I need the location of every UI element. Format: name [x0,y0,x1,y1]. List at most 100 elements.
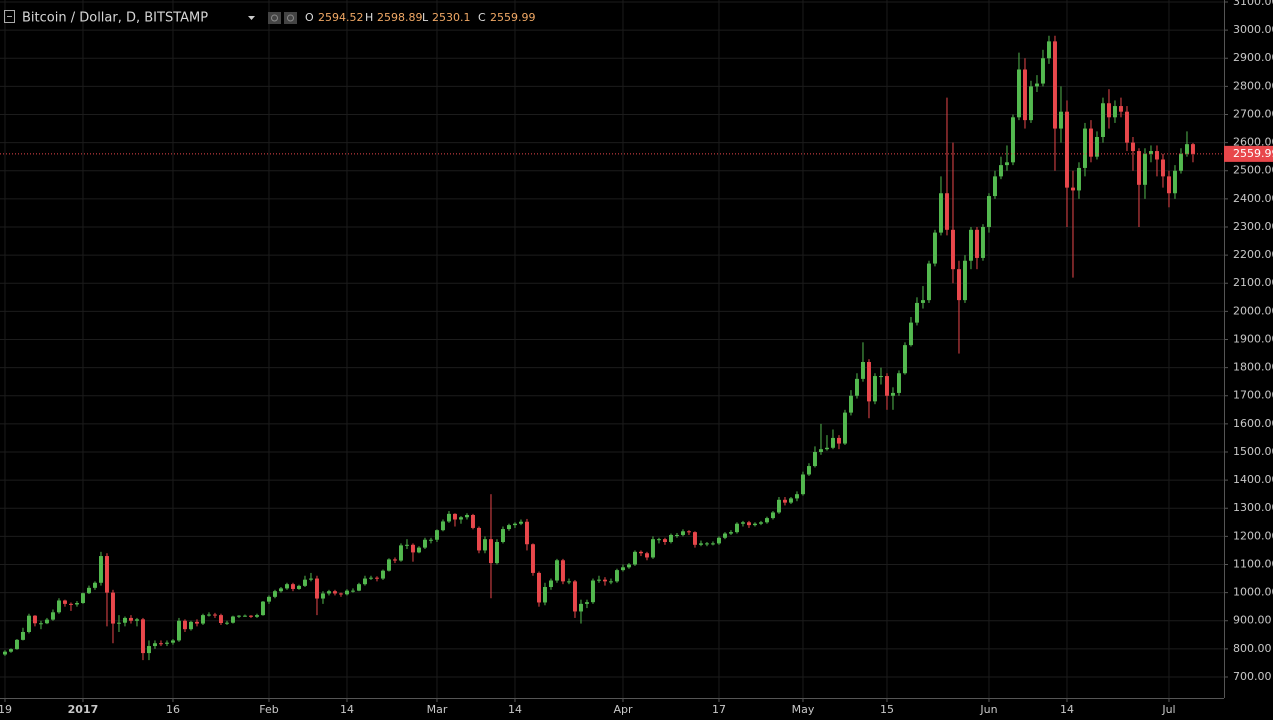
candle-body [363,578,367,585]
candle-body [81,593,85,604]
ohlc-value: 2594.52 [318,11,364,24]
candle-body [777,499,781,513]
candle-body [975,229,979,258]
candle-body [225,622,229,624]
candle-body [477,527,481,551]
candle-body [1047,41,1051,59]
candle-body [129,617,133,621]
candle-body [1149,151,1153,154]
candle-body [561,560,565,582]
candle-body [387,559,391,571]
candle-body [945,193,949,230]
candle-body [219,615,223,623]
y-tick-label: 2300.00 [1233,220,1273,233]
candle-body [543,586,547,603]
candle-body [99,556,103,583]
candle-body [891,392,895,396]
last-price-label: 2559.99 [1233,147,1273,160]
candle-body [327,591,331,594]
candle-body [729,532,733,534]
candle-body [489,539,493,564]
candle-body [873,376,877,402]
candle-body [1143,153,1147,185]
candle-body [825,447,829,450]
candle-body [717,537,721,544]
candle-body [699,543,703,545]
last-price-box [1224,145,1273,162]
candle-body [201,615,205,624]
candle-body [255,615,259,617]
candle-body [675,534,679,536]
candle-body [117,622,121,624]
candle-body [345,590,349,595]
header: Bitcoin / Dollar, D, BITSTAMP O 2594.52 … [4,10,536,26]
candle-body [999,165,1003,177]
candle-body [735,523,739,533]
candle-body [177,620,181,641]
candle-body [759,522,763,524]
candle-body [171,640,175,643]
candle-body [795,494,799,499]
candle-body [441,521,445,531]
candle-body [507,525,511,530]
candle-body [1107,103,1111,118]
candle-body [291,584,295,589]
candle-body [243,615,247,617]
candle-body [771,512,775,519]
candle-body [1023,69,1027,121]
y-tick-label: 2600.00 [1233,136,1273,149]
x-tick-label: Apr [613,703,633,716]
candle-body [141,619,145,654]
candle-body [33,615,37,624]
candle-body [1077,167,1081,191]
candle-body [549,580,553,587]
candle-body [915,302,919,323]
candle-body [1053,41,1057,129]
candle-body [903,345,907,374]
candle-body [1125,111,1129,143]
y-tick-label: 1500.00 [1233,445,1273,458]
candle-body [837,437,841,444]
candle-body [375,577,379,579]
candle-body [93,582,97,588]
candle-body [321,593,325,599]
y-tick-label: 1300.00 [1233,501,1273,514]
symbol-title[interactable]: Bitcoin / Dollar, D, BITSTAMP [22,11,208,26]
candle-body [831,437,835,448]
candle-body [591,580,595,603]
menu-icon[interactable] [4,10,15,23]
dropdown-arrow[interactable] [248,16,255,20]
y-tick-label: 900.00 [1233,614,1272,627]
candle-body [1005,162,1009,166]
candle-body [579,603,583,612]
grid [0,0,1224,698]
candle-body [279,588,283,592]
candle-body [909,322,913,346]
candle-body [789,498,793,503]
candle-body [801,474,805,495]
candles [0,35,1224,661]
candle-body [297,585,301,589]
candle-body [603,579,607,582]
candle-body [861,361,865,379]
candle-body [627,564,631,568]
candle-body [639,551,643,554]
hide-button[interactable] [284,12,297,24]
candle-body [783,499,787,503]
ohlc-label: L [422,11,429,24]
candle-body [189,621,193,630]
x-tick-label: Feb [259,703,278,716]
candle-body [1083,128,1087,168]
ohlc-label: C [478,11,486,24]
candle-body [555,560,559,581]
candle-body [567,581,571,583]
y-tick-label: 2500.00 [1233,164,1273,177]
candle-body [513,523,517,526]
candle-body [927,263,931,301]
x-tick-label: May [792,703,815,716]
candle-body [459,517,463,520]
candle-body [705,543,709,545]
settings-button[interactable] [268,12,281,24]
